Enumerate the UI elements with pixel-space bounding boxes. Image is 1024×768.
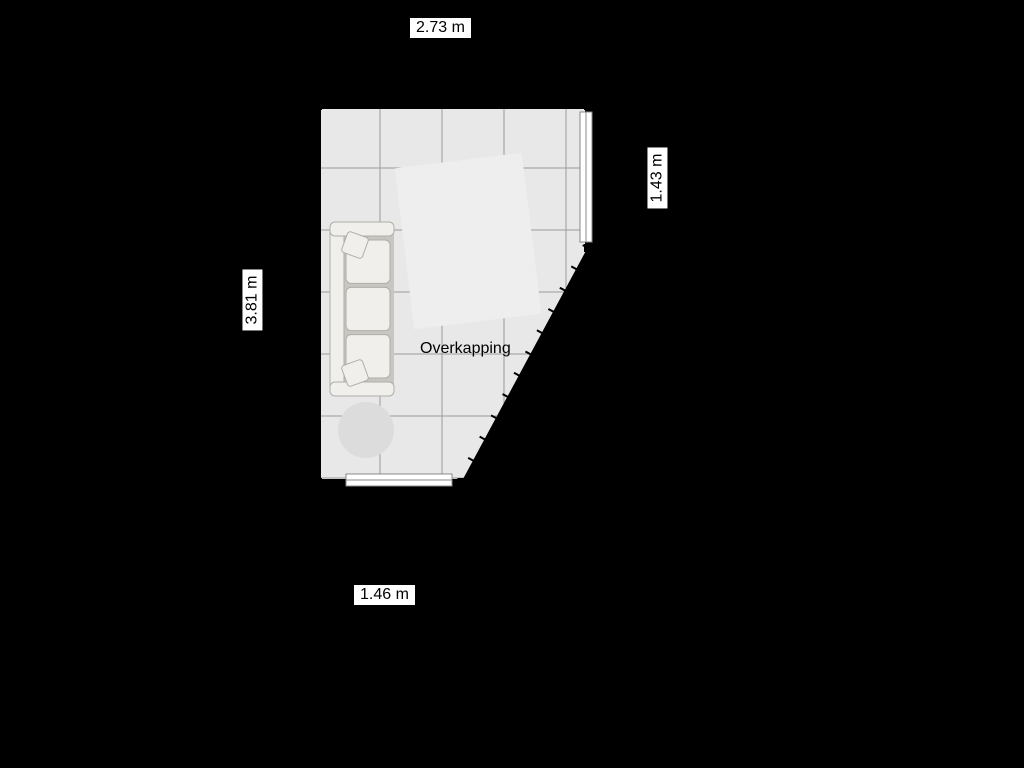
corner-post — [314, 478, 322, 486]
dimension-right: 1.43 m — [647, 148, 667, 209]
dimension-top: 2.73 m — [410, 18, 471, 38]
dimension-left: 3.81 m — [242, 270, 262, 331]
floorplan-canvas: 2.73 m 1.43 m 3.81 m 1.46 m Overkapping — [0, 0, 1024, 768]
corner-post — [314, 102, 322, 110]
round-table — [338, 402, 394, 458]
corner-post — [584, 244, 592, 252]
sofa — [330, 222, 394, 396]
corner-post — [584, 102, 592, 110]
dimension-bottom: 1.46 m — [354, 585, 415, 605]
room-label: Overkapping — [420, 340, 511, 358]
floorplan-svg — [0, 0, 1024, 768]
corner-post — [458, 478, 466, 486]
rug — [395, 153, 542, 329]
